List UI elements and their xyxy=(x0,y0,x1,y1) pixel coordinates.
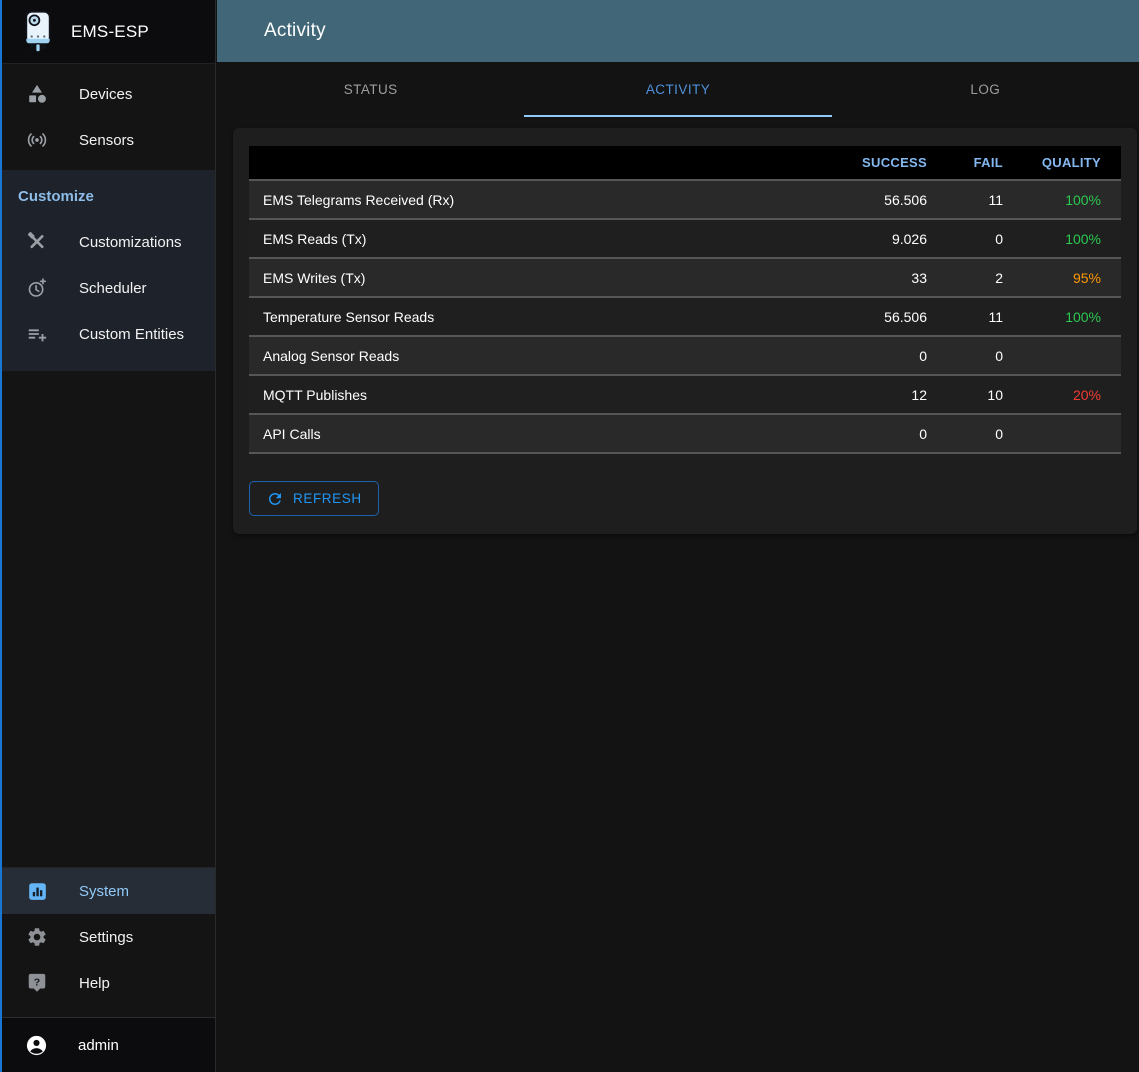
sidebar-header: EMS-ESP xyxy=(0,0,215,64)
sidebar: EMS-ESP Devices xyxy=(0,0,216,1072)
column-header-name xyxy=(249,146,815,180)
metric-quality xyxy=(1011,336,1121,375)
table-row: MQTT Publishes 12 10 20% xyxy=(249,375,1121,414)
sidebar-item-sensors[interactable]: Sensors xyxy=(0,117,215,163)
sidebar-spacer xyxy=(0,371,215,867)
table-row: API Calls 0 0 xyxy=(249,414,1121,453)
column-header-fail: FAIL xyxy=(935,146,1011,180)
metric-quality xyxy=(1011,414,1121,453)
sidebar-item-label: Settings xyxy=(79,928,134,946)
activity-card: SUCCESS FAIL QUALITY EMS Telegrams Recei… xyxy=(233,128,1137,534)
sidebar-item-label: Help xyxy=(79,974,110,992)
metric-quality: 20% xyxy=(1072,386,1101,403)
gear-icon xyxy=(26,926,48,948)
metric-fail: 2 xyxy=(995,269,1003,286)
page-title: Activity xyxy=(264,20,326,41)
sidebar-item-label: Devices xyxy=(79,85,133,103)
boiler-logo-icon xyxy=(20,10,56,54)
metric-name: Analog Sensor Reads xyxy=(263,347,400,364)
sidebar-user[interactable]: admin xyxy=(0,1018,215,1072)
table-row: EMS Writes (Tx) 33 2 95% xyxy=(249,258,1121,297)
analytics-icon xyxy=(26,880,48,902)
metric-name: MQTT Publishes xyxy=(263,386,367,403)
metric-name: EMS Telegrams Received (Rx) xyxy=(263,191,455,208)
metric-success: 0 xyxy=(919,425,927,442)
tab-log[interactable]: LOG xyxy=(970,82,1001,97)
metric-success: 9.026 xyxy=(891,230,927,247)
account-circle-icon xyxy=(25,1034,48,1057)
sidebar-item-label: Scheduler xyxy=(79,279,147,297)
playlist-add-icon xyxy=(26,323,48,345)
metric-name: EMS Writes (Tx) xyxy=(263,269,366,286)
activity-table: SUCCESS FAIL QUALITY EMS Telegrams Recei… xyxy=(249,146,1121,454)
metric-success: 56.506 xyxy=(884,191,927,208)
refresh-button[interactable]: REFRESH xyxy=(249,481,379,516)
sidebar-item-help[interactable]: ? Help xyxy=(0,960,215,1006)
sidebar-divider xyxy=(0,1017,215,1018)
table-row: EMS Telegrams Received (Rx) 56.506 11 10… xyxy=(249,180,1121,219)
metric-quality: 100% xyxy=(1065,191,1101,208)
construction-icon xyxy=(26,231,48,253)
metric-fail: 11 xyxy=(988,191,1003,208)
sensors-icon xyxy=(26,129,48,151)
table-row: Analog Sensor Reads 0 0 xyxy=(249,336,1121,375)
table-row: EMS Reads (Tx) 9.026 0 100% xyxy=(249,219,1121,258)
refresh-icon xyxy=(266,490,284,508)
sidebar-item-label: Sensors xyxy=(79,131,135,149)
refresh-button-label: REFRESH xyxy=(293,491,362,506)
metric-quality: 95% xyxy=(1072,269,1101,286)
window-edge-accent xyxy=(0,0,2,1072)
metric-success: 0 xyxy=(919,347,927,364)
customize-section-header: Customize xyxy=(18,188,94,205)
metric-fail: 0 xyxy=(995,230,1003,247)
sidebar-item-system[interactable]: System xyxy=(0,868,215,914)
metric-success: 12 xyxy=(911,386,927,403)
metric-fail: 0 xyxy=(995,347,1003,364)
sidebar-customize-section: Customize Customizations Schedul xyxy=(0,170,215,371)
sidebar-item-devices[interactable]: Devices xyxy=(0,71,215,117)
sidebar-item-custom-entities[interactable]: Custom Entities xyxy=(0,311,215,357)
main-content: Activity STATUS ACTIVITY LOG SUCCESS FAI… xyxy=(217,0,1139,1072)
metric-success: 56.506 xyxy=(884,308,927,325)
svg-text:?: ? xyxy=(34,976,40,988)
table-row: Temperature Sensor Reads 56.506 11 100% xyxy=(249,297,1121,336)
metric-fail: 11 xyxy=(988,308,1003,325)
app-bar: Activity xyxy=(217,0,1139,62)
sidebar-item-label: Customizations xyxy=(79,233,182,251)
brand-name: EMS-ESP xyxy=(71,21,149,41)
more-time-icon xyxy=(26,277,48,299)
sidebar-nav-bottom: System Settings ? Help xyxy=(0,867,215,1072)
metric-name: EMS Reads (Tx) xyxy=(263,230,367,247)
sidebar-item-customizations[interactable]: Customizations xyxy=(0,219,215,265)
sidebar-item-label: Custom Entities xyxy=(79,325,185,343)
tab-activity[interactable]: ACTIVITY xyxy=(524,62,832,117)
sidebar-item-label: System xyxy=(79,882,130,900)
table-header-row: SUCCESS FAIL QUALITY xyxy=(249,146,1121,180)
user-name: admin xyxy=(78,1036,119,1054)
column-header-success: SUCCESS xyxy=(815,146,935,180)
metric-fail: 0 xyxy=(995,425,1003,442)
sidebar-nav-top: Devices Sensors xyxy=(0,64,215,170)
metric-quality: 100% xyxy=(1065,230,1101,247)
metric-success: 33 xyxy=(911,269,927,286)
tab-status[interactable]: STATUS xyxy=(343,82,398,97)
help-icon: ? xyxy=(26,972,48,994)
metric-name: API Calls xyxy=(263,425,321,442)
sidebar-item-scheduler[interactable]: Scheduler xyxy=(0,265,215,311)
sidebar-item-settings[interactable]: Settings xyxy=(0,914,215,960)
metric-name: Temperature Sensor Reads xyxy=(263,308,435,325)
metric-quality: 100% xyxy=(1065,308,1101,325)
tab-bar: STATUS ACTIVITY LOG xyxy=(217,62,1139,117)
metric-fail: 10 xyxy=(987,386,1003,403)
column-header-quality: QUALITY xyxy=(1011,146,1121,180)
category-icon xyxy=(26,83,48,105)
